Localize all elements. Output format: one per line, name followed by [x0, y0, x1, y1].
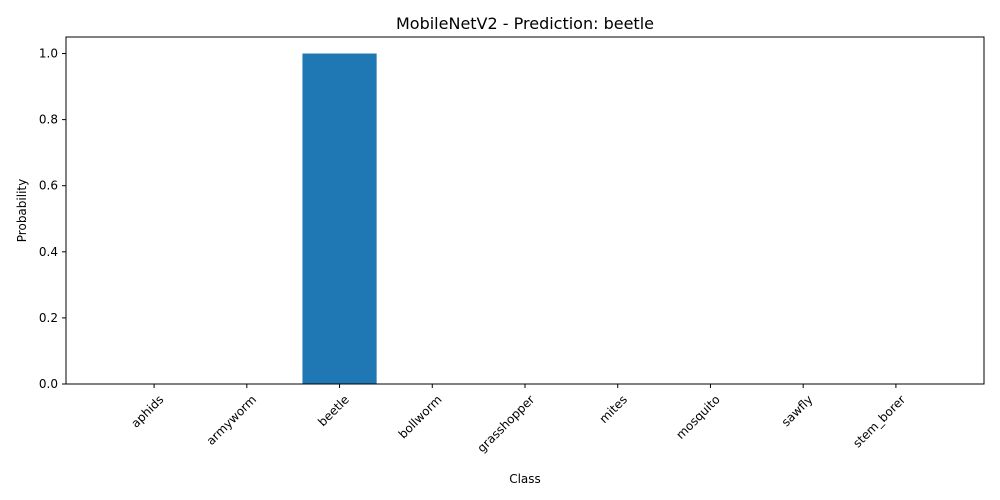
- x-tick-label-sawfly: sawfly: [779, 392, 816, 429]
- y-tick-label: 0.2: [39, 311, 58, 325]
- y-tick-label: 0.6: [39, 179, 58, 193]
- y-axis-label: Probability: [15, 179, 29, 242]
- y-tick-label: 1.0: [39, 47, 58, 61]
- x-tick-label-beetle: beetle: [315, 392, 352, 429]
- chart-title: MobileNetV2 - Prediction: beetle: [396, 14, 654, 33]
- x-tick-label-mosquito: mosquito: [673, 392, 722, 441]
- bars-group: [302, 53, 377, 385]
- x-tick-label-stem_borer: stem_borer: [850, 392, 908, 450]
- x-tick-label-grasshopper: grasshopper: [474, 392, 537, 455]
- y-tick-label: 0.0: [39, 377, 58, 391]
- x-tick-label-mites: mites: [597, 392, 630, 425]
- bar-beetle: [302, 53, 377, 385]
- x-axis: aphids armyworm beetle bollworm grasshopper m…: [128, 384, 908, 455]
- y-tick-label: 0.8: [39, 113, 58, 127]
- y-axis: 0.0 0.2 0.4 0.6 0.8 1.0: [39, 47, 66, 391]
- x-axis-label: Class: [509, 472, 541, 486]
- x-tick-label-aphids: aphids: [128, 392, 166, 430]
- y-tick-label: 0.4: [39, 245, 58, 259]
- x-tick-label-armyworm: armyworm: [204, 392, 259, 447]
- plot-frame: [65, 36, 985, 385]
- x-tick-label-bollworm: bollworm: [396, 392, 445, 441]
